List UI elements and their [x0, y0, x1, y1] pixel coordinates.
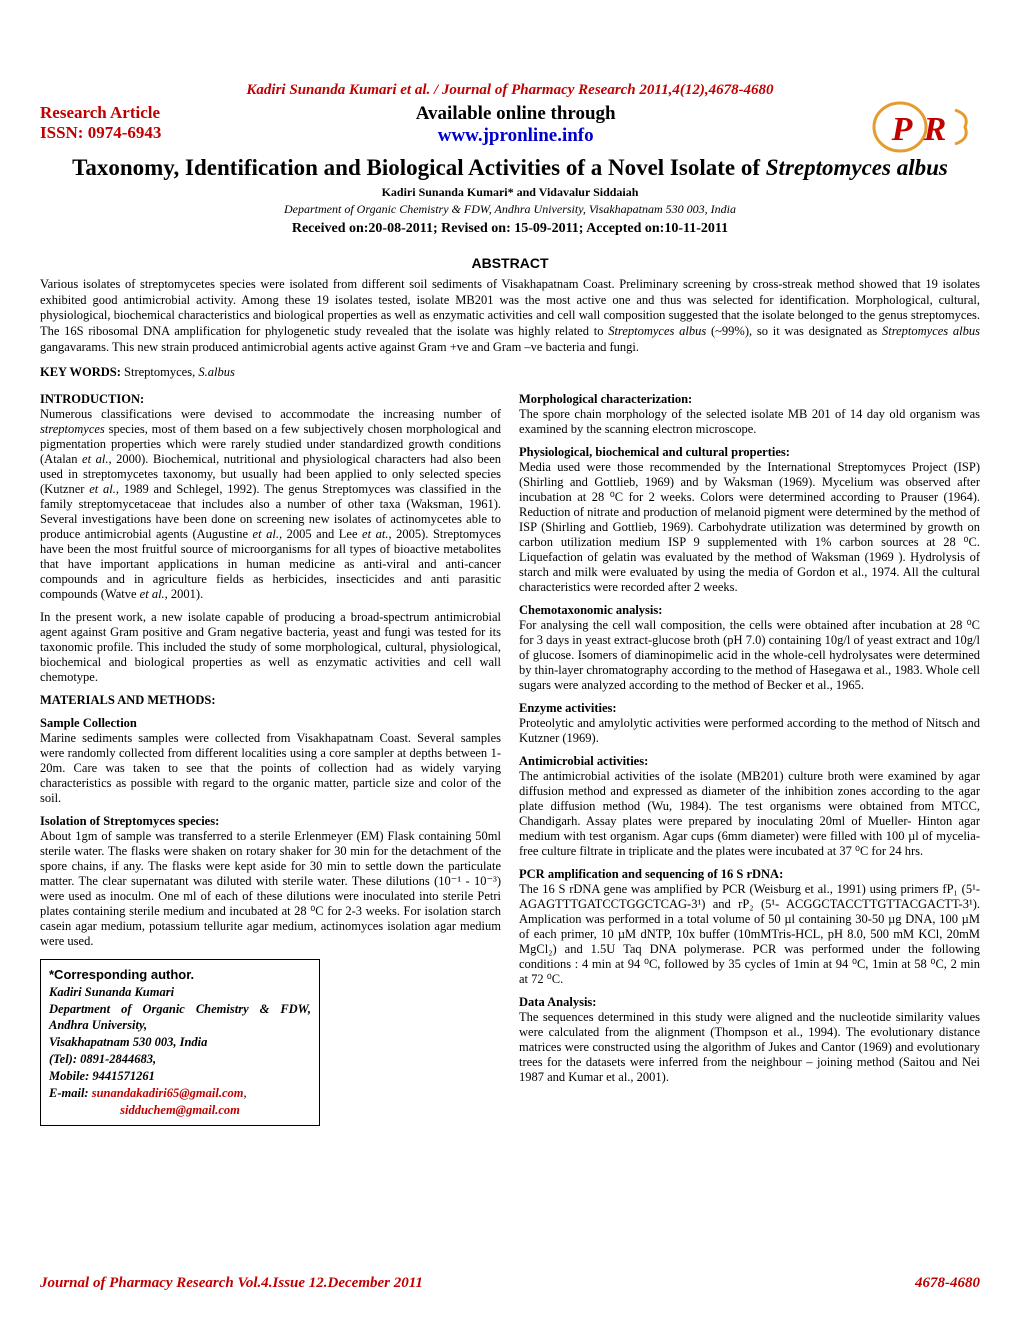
affiliation: Department of Organic Chemistry & FDW, A… [40, 202, 980, 217]
corr-dept: Department of Organic Chemistry & FDW, A… [49, 1001, 311, 1035]
svg-text:R: R [923, 111, 947, 148]
pcr-heading: PCR amplification and sequencing of 16 S… [519, 867, 980, 882]
footer-journal: Journal of Pharmacy Research Vol.4.Issue… [40, 1275, 423, 1292]
corr-tel: (Tel): 0891-2844683, [49, 1051, 311, 1068]
top-left: Research Article ISSN: 0974-6943 [40, 103, 161, 143]
corresponding-author-box: *Corresponding author. Kadiri Sunanda Ku… [40, 959, 320, 1126]
corr-mobile: Mobile: 9441571261 [49, 1068, 311, 1085]
corr-email1[interactable]: sunandakadiri65@gmail.com [92, 1086, 244, 1100]
top-center: Available online through www.jpronline.i… [416, 103, 616, 147]
abstract-text: Various isolates of streptomycetes speci… [40, 277, 980, 355]
left-column: INTRODUCTION: Numerous classifications w… [40, 392, 501, 1126]
kw-t1: Streptomyces, [124, 365, 198, 379]
data-p: The sequences determined in this study w… [519, 1010, 980, 1085]
abstract-heading: ABSTRACT [40, 255, 980, 271]
keywords: KEY WORDS: Streptomyces, S.albus [40, 365, 980, 380]
abstract-i1: Streptomyces albus [608, 324, 706, 338]
sample-p: Marine sediments samples were collected … [40, 731, 501, 806]
intro-p1: Numerous classifications were devised to… [40, 407, 501, 602]
corr-email2[interactable]: sidduchem@gmail.com [120, 1103, 240, 1117]
dates: Received on:20-08-2011; Revised on: 15-0… [40, 221, 980, 237]
phys-p: Media used were those recommended by the… [519, 460, 980, 595]
data-heading: Data Analysis: [519, 995, 980, 1010]
anti-p: The antimicrobial activities of the isol… [519, 769, 980, 859]
available-text: Available online through [416, 103, 616, 125]
abstract-i2: Streptomyces albus [882, 324, 980, 338]
right-column: Morphological characterization: The spor… [519, 392, 980, 1126]
article-title: Taxonomy, Identification and Biological … [40, 155, 980, 181]
title-main: Taxonomy, Identification and Biological … [72, 155, 766, 180]
pr-logo-icon: P R [870, 100, 980, 155]
intro-p2: In the present work, a new isolate capab… [40, 610, 501, 685]
morph-p: The spore chain morphology of the select… [519, 407, 980, 437]
article-type: Research Article [40, 103, 161, 123]
isolation-heading: Isolation of Streptomyces species: [40, 814, 501, 829]
sample-heading: Sample Collection [40, 716, 501, 731]
enz-p: Proteolytic and amylolytic activities we… [519, 716, 980, 746]
intro-heading: INTRODUCTION: [40, 392, 501, 407]
columns-container: INTRODUCTION: Numerous classifications w… [40, 392, 980, 1126]
title-species: Streptomyces albus [766, 155, 948, 180]
isolation-p: About 1gm of sample was transferred to a… [40, 829, 501, 949]
header-citation: Kadiri Sunanda Kumari et al. / Journal o… [40, 82, 980, 99]
anti-heading: Antimicrobial activities: [519, 754, 980, 769]
phys-heading: Physiological, biochemical and cultural … [519, 445, 980, 460]
journal-logo: P R [870, 100, 980, 155]
abstract-t2: (~99%), so it was designated as [706, 324, 882, 338]
footer-pages: 4678-4680 [915, 1275, 980, 1292]
corr-name: Kadiri Sunanda Kumari [49, 984, 311, 1001]
chemo-p: For analysing the cell wall composition,… [519, 618, 980, 693]
website-link[interactable]: www.jpronline.info [416, 125, 616, 147]
abstract-t3: gangavarams. This new strain produced an… [40, 340, 639, 354]
authors: Kadiri Sunanda Kumari* and Vidavalur Sid… [40, 185, 980, 200]
morph-heading: Morphological characterization: [519, 392, 980, 407]
kw-label: KEY WORDS: [40, 365, 124, 379]
materials-heading: MATERIALS AND METHODS: [40, 693, 501, 708]
kw-t2: S.albus [198, 365, 234, 379]
footer: Journal of Pharmacy Research Vol.4.Issue… [40, 1275, 980, 1292]
pcr-p: The 16 S rDNA gene was amplified by PCR … [519, 882, 980, 987]
corr-email-line: E-mail: sunandakadiri65@gmail.com, [49, 1085, 311, 1102]
corr-title: *Corresponding author. [49, 966, 311, 984]
chemo-heading: Chemotaxonomic analysis: [519, 603, 980, 618]
svg-text:P: P [891, 111, 913, 148]
corr-loc: Visakhapatnam 530 003, India [49, 1034, 311, 1051]
issn: ISSN: 0974-6943 [40, 123, 161, 143]
top-row: Research Article ISSN: 0974-6943 Availab… [40, 103, 980, 147]
enz-heading: Enzyme activities: [519, 701, 980, 716]
